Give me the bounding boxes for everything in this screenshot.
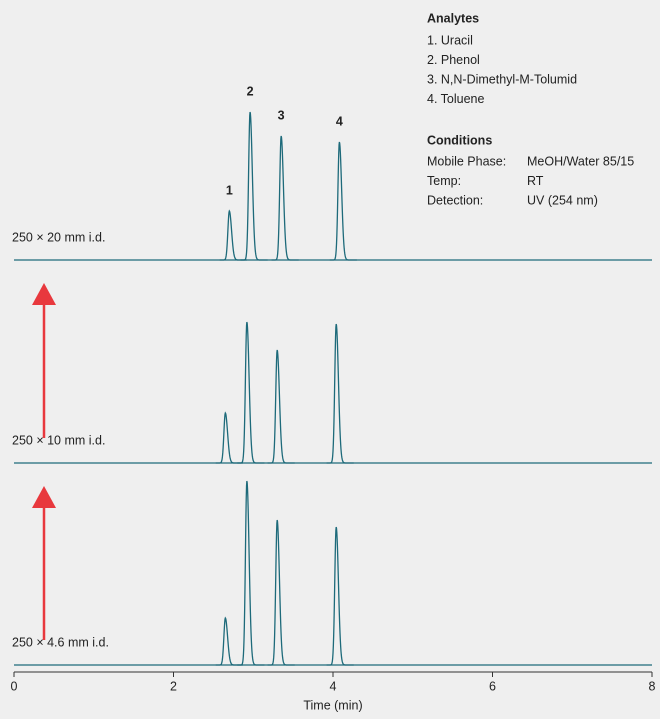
peak bbox=[237, 480, 265, 666]
condition-label: Temp: bbox=[427, 174, 461, 188]
peak bbox=[271, 135, 299, 261]
peak bbox=[267, 349, 295, 464]
peak bbox=[329, 141, 357, 261]
condition-value: MeOH/Water 85/15 bbox=[527, 154, 634, 168]
analyte: 3. N,N-Dimethyl-M-Tolumid bbox=[427, 72, 577, 86]
peak bbox=[326, 323, 354, 464]
analyte: 4. Toluene bbox=[427, 92, 485, 106]
analyte: 1. Uracil bbox=[427, 33, 473, 47]
peak-label: 2 bbox=[247, 84, 254, 98]
peak bbox=[326, 526, 354, 666]
trace-label: 250 × 4.6 mm i.d. bbox=[12, 635, 109, 649]
peak-label: 4 bbox=[336, 114, 343, 128]
peak bbox=[240, 111, 268, 261]
x-tick-label: 6 bbox=[489, 679, 496, 693]
x-tick-label: 2 bbox=[170, 679, 177, 693]
arrow-head bbox=[32, 486, 56, 508]
analytes-title: Analytes bbox=[427, 11, 479, 25]
arrow-head bbox=[32, 283, 56, 305]
arrow bbox=[32, 283, 56, 438]
analyte: 2. Phenol bbox=[427, 53, 480, 67]
trace-label: 250 × 10 mm i.d. bbox=[12, 433, 105, 447]
peak bbox=[237, 321, 265, 464]
conditions-title: Conditions bbox=[427, 133, 492, 147]
condition-value: UV (254 nm) bbox=[527, 193, 598, 207]
condition-label: Detection: bbox=[427, 193, 483, 207]
x-tick-label: 0 bbox=[11, 679, 18, 693]
arrow bbox=[32, 486, 56, 640]
x-tick-label: 8 bbox=[649, 679, 656, 693]
peak bbox=[267, 519, 295, 666]
condition-value: RT bbox=[527, 174, 544, 188]
peak-label: 1 bbox=[226, 183, 233, 197]
condition-label: Mobile Phase: bbox=[427, 154, 506, 168]
x-axis-title: Time (min) bbox=[303, 698, 362, 712]
trace-label: 250 × 20 mm i.d. bbox=[12, 230, 105, 244]
peak-label: 3 bbox=[278, 108, 285, 122]
x-tick-label: 4 bbox=[330, 679, 337, 693]
